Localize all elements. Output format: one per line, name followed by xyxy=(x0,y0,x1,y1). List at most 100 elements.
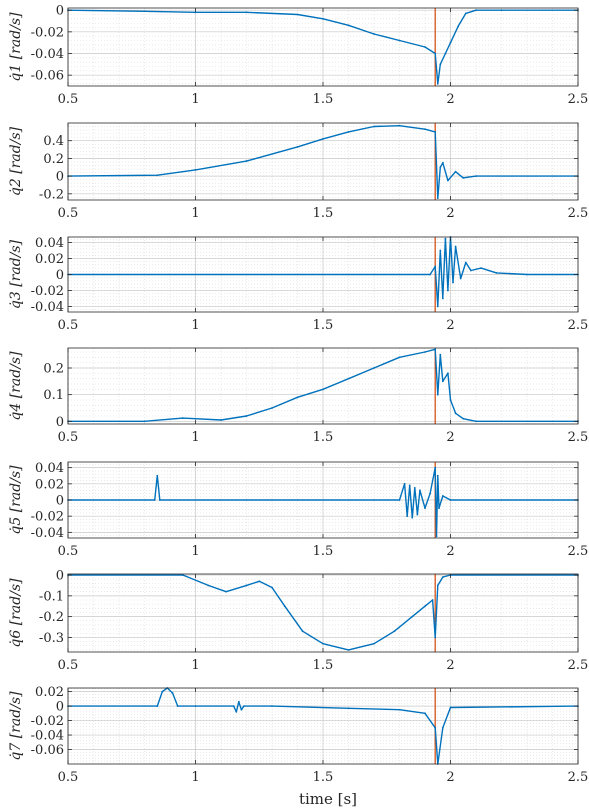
x-tick-label: 2.5 xyxy=(568,544,589,559)
data-point xyxy=(406,515,409,518)
data-point xyxy=(462,417,465,420)
data-point xyxy=(441,380,444,383)
x-tick-label: 0.5 xyxy=(58,770,79,785)
data-point xyxy=(436,584,439,587)
data-point xyxy=(424,507,426,509)
data-point xyxy=(495,272,498,274)
data-point xyxy=(464,12,467,15)
data-point xyxy=(444,237,447,240)
x-tick-label: 1 xyxy=(191,770,199,785)
data-point xyxy=(171,692,174,694)
y-tick-label: -0.04 xyxy=(31,526,64,541)
subplot-2: 0.5 1 1.5 2 2.5 0.4 0.2 0 -0.2 q̇2 [rad/s] xyxy=(8,122,588,221)
x-tick-label: 1 xyxy=(191,658,199,673)
x-tick-label: 2.5 xyxy=(568,318,589,333)
data-point xyxy=(271,407,273,409)
data-point xyxy=(454,170,457,173)
data-point xyxy=(373,367,375,369)
data-point xyxy=(475,9,477,12)
data-point xyxy=(243,705,245,707)
y-tick-label: -0.2 xyxy=(39,610,64,625)
data-point xyxy=(322,388,324,391)
subplot-6: 0.5 1 1.5 2 2.5 0 -0.1 -0.2 -0.3 q̇6 [rad/s] xyxy=(8,569,588,673)
x-tick-label: 1.5 xyxy=(313,92,334,107)
y-tick-label: 0 xyxy=(56,170,64,185)
x-tick-label: 1 xyxy=(191,92,199,107)
x-tick-label: 1.5 xyxy=(313,770,334,785)
subplot-5: 0.5 1 1.5 2 2.5 0.040.02 0-0.02-0.04 q̇5 [rad/s… xyxy=(8,461,588,559)
data-point xyxy=(181,574,184,576)
data-point xyxy=(181,417,184,420)
y-tick-label: 0 xyxy=(56,494,64,509)
y-tick-label: -0.1 xyxy=(39,589,64,604)
y-tick-label: -0.02 xyxy=(31,510,64,525)
data-point xyxy=(429,492,431,495)
data-point xyxy=(424,351,426,353)
data-point xyxy=(245,160,248,162)
data-point xyxy=(194,169,197,171)
data-point xyxy=(436,474,439,477)
data-point xyxy=(408,484,411,487)
data-point xyxy=(447,179,449,182)
y-tick-label: -0.02 xyxy=(31,714,64,729)
data-point xyxy=(441,161,444,164)
data-point xyxy=(475,420,477,423)
data-point xyxy=(434,726,437,729)
y-tick-label: -0.04 xyxy=(31,729,64,744)
x-tick-label: 1.5 xyxy=(313,318,334,333)
y-tick-label: 0.2 xyxy=(43,362,64,377)
y-tick-label: 0 xyxy=(56,700,64,715)
data-point xyxy=(373,125,375,128)
y-tick-label: 0.02 xyxy=(35,252,64,267)
data-point xyxy=(438,507,440,509)
data-point xyxy=(500,9,503,12)
data-point xyxy=(439,63,442,66)
data-point xyxy=(194,705,197,707)
data-point xyxy=(398,124,401,127)
data-point xyxy=(449,499,452,501)
data-point xyxy=(245,584,248,587)
data-point xyxy=(441,726,444,729)
x-tick-label: 1 xyxy=(191,544,199,559)
x-tick-label: 1.5 xyxy=(313,430,334,445)
data-point xyxy=(411,615,414,618)
data-point xyxy=(447,289,449,292)
y-axis-label: q̇1 [rad/s] xyxy=(8,12,24,82)
data-point xyxy=(424,46,426,48)
y-tick-label: 0 xyxy=(56,415,64,430)
subplot-1: 0.5 1 1.5 2 2.5 0 -0.02 -0.04 -0.06 q̇1 [rad/s] xyxy=(8,4,588,107)
y-tick-label: -0.06 xyxy=(31,69,64,84)
x-tick-label: 0.5 xyxy=(58,430,79,445)
x-tick-label: 1.5 xyxy=(313,658,334,673)
x-tick-label: 2 xyxy=(446,318,454,333)
data-point xyxy=(143,10,146,13)
y-tick-label: -0.02 xyxy=(31,25,64,40)
data-point xyxy=(434,348,437,351)
x-tick-label: 2 xyxy=(446,430,454,445)
x-tick-label: 2 xyxy=(446,770,454,785)
data-point xyxy=(439,353,442,356)
data-point xyxy=(441,297,444,300)
data-point xyxy=(457,25,460,28)
data-point xyxy=(143,420,146,423)
data-point xyxy=(398,499,401,501)
y-tick-label: 0 xyxy=(56,569,64,584)
subplot-stack: 0.5 1 1.5 2 2.50-0.02-0.04-0.06q̇1 [rad/s]0.… xyxy=(8,4,588,785)
data-point xyxy=(347,130,350,133)
y-tick-label: 0.04 xyxy=(35,236,64,251)
y-axis-label: q̇4 [rad/s] xyxy=(8,351,24,421)
data-point xyxy=(237,700,240,703)
data-point xyxy=(322,138,324,140)
data-point xyxy=(271,705,273,707)
x-tick-label: 2 xyxy=(446,92,454,107)
data-point xyxy=(156,705,159,707)
data-point xyxy=(462,176,465,179)
x-tick-label: 1 xyxy=(191,318,199,333)
data-point xyxy=(449,41,452,44)
subplot-7: 0.5 1 1.5 2 2.5 0.020-0.02-0.04-0.06 q̇7 [rad/… xyxy=(8,685,588,785)
x-tick-label: 0.5 xyxy=(58,206,79,221)
data-point xyxy=(296,396,299,399)
data-point xyxy=(434,265,437,268)
y-tick-label: -0.2 xyxy=(39,187,64,202)
data-point xyxy=(245,415,248,417)
